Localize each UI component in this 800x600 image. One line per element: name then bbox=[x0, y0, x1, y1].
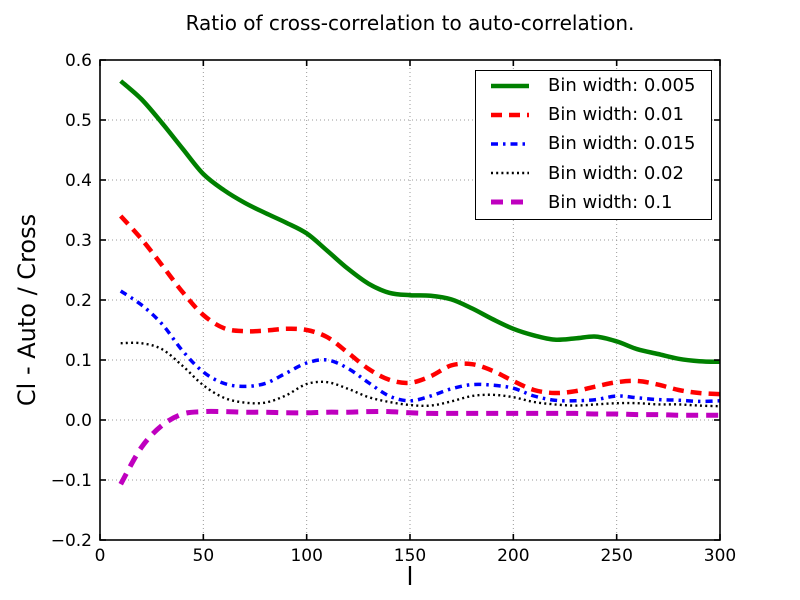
y-tick-label: 0.2 bbox=[65, 291, 92, 311]
legend-item-4: Bin width: 0.1 bbox=[476, 188, 711, 217]
y-tick-label: 0.5 bbox=[65, 111, 92, 131]
series-line-3 bbox=[120, 341, 721, 408]
legend-line-sample-2 bbox=[491, 142, 529, 146]
legend-line-sample-4 bbox=[491, 199, 529, 205]
y-tick-label: 0.3 bbox=[65, 231, 92, 251]
series-line-2 bbox=[119, 289, 721, 404]
x-tick-label: 250 bbox=[600, 546, 632, 566]
y-tick-label: 0.0 bbox=[65, 411, 92, 431]
x-tick-label: 150 bbox=[394, 546, 426, 566]
y-tick-label: −0.2 bbox=[51, 531, 92, 551]
x-tick-label: 100 bbox=[290, 546, 322, 566]
legend-item-1: Bin width: 0.01 bbox=[476, 100, 711, 129]
axes-frame bbox=[99, 59, 721, 541]
legend-item-0: Bin width: 0.005 bbox=[476, 71, 711, 100]
legend: Bin width: 0.005 Bin width: 0.01 Bin width… bbox=[475, 70, 712, 220]
y-tick-label: −0.1 bbox=[51, 471, 92, 491]
series-line-0 bbox=[119, 79, 721, 365]
legend-line-sample-3 bbox=[491, 171, 529, 175]
legend-label-4: Bin width: 0.1 bbox=[548, 191, 673, 213]
x-tick-label: 300 bbox=[704, 546, 736, 566]
legend-item-2: Bin width: 0.015 bbox=[476, 129, 711, 158]
y-tick-label: 0.6 bbox=[65, 51, 92, 71]
x-tick-label: 0 bbox=[95, 546, 106, 566]
legend-item-3: Bin width: 0.02 bbox=[476, 159, 711, 188]
x-tick-label: 200 bbox=[497, 546, 529, 566]
legend-label-0: Bin width: 0.005 bbox=[548, 75, 696, 97]
legend-line-sample-0 bbox=[491, 83, 529, 88]
x-tick-label: 50 bbox=[193, 546, 215, 566]
y-tick-label: 0.4 bbox=[65, 171, 92, 191]
chart-title: Ratio of cross-correlation to auto-corre… bbox=[185, 11, 635, 35]
legend-line-sample-1 bbox=[491, 112, 529, 118]
legend-label-3: Bin width: 0.02 bbox=[548, 162, 684, 184]
series-line-4 bbox=[118, 408, 720, 486]
x-axis-label: l bbox=[406, 562, 414, 591]
series-line-1 bbox=[119, 214, 721, 397]
y-tick-label: 0.1 bbox=[65, 351, 92, 371]
legend-label-2: Bin width: 0.015 bbox=[548, 133, 696, 155]
legend-label-1: Bin width: 0.01 bbox=[548, 104, 684, 126]
